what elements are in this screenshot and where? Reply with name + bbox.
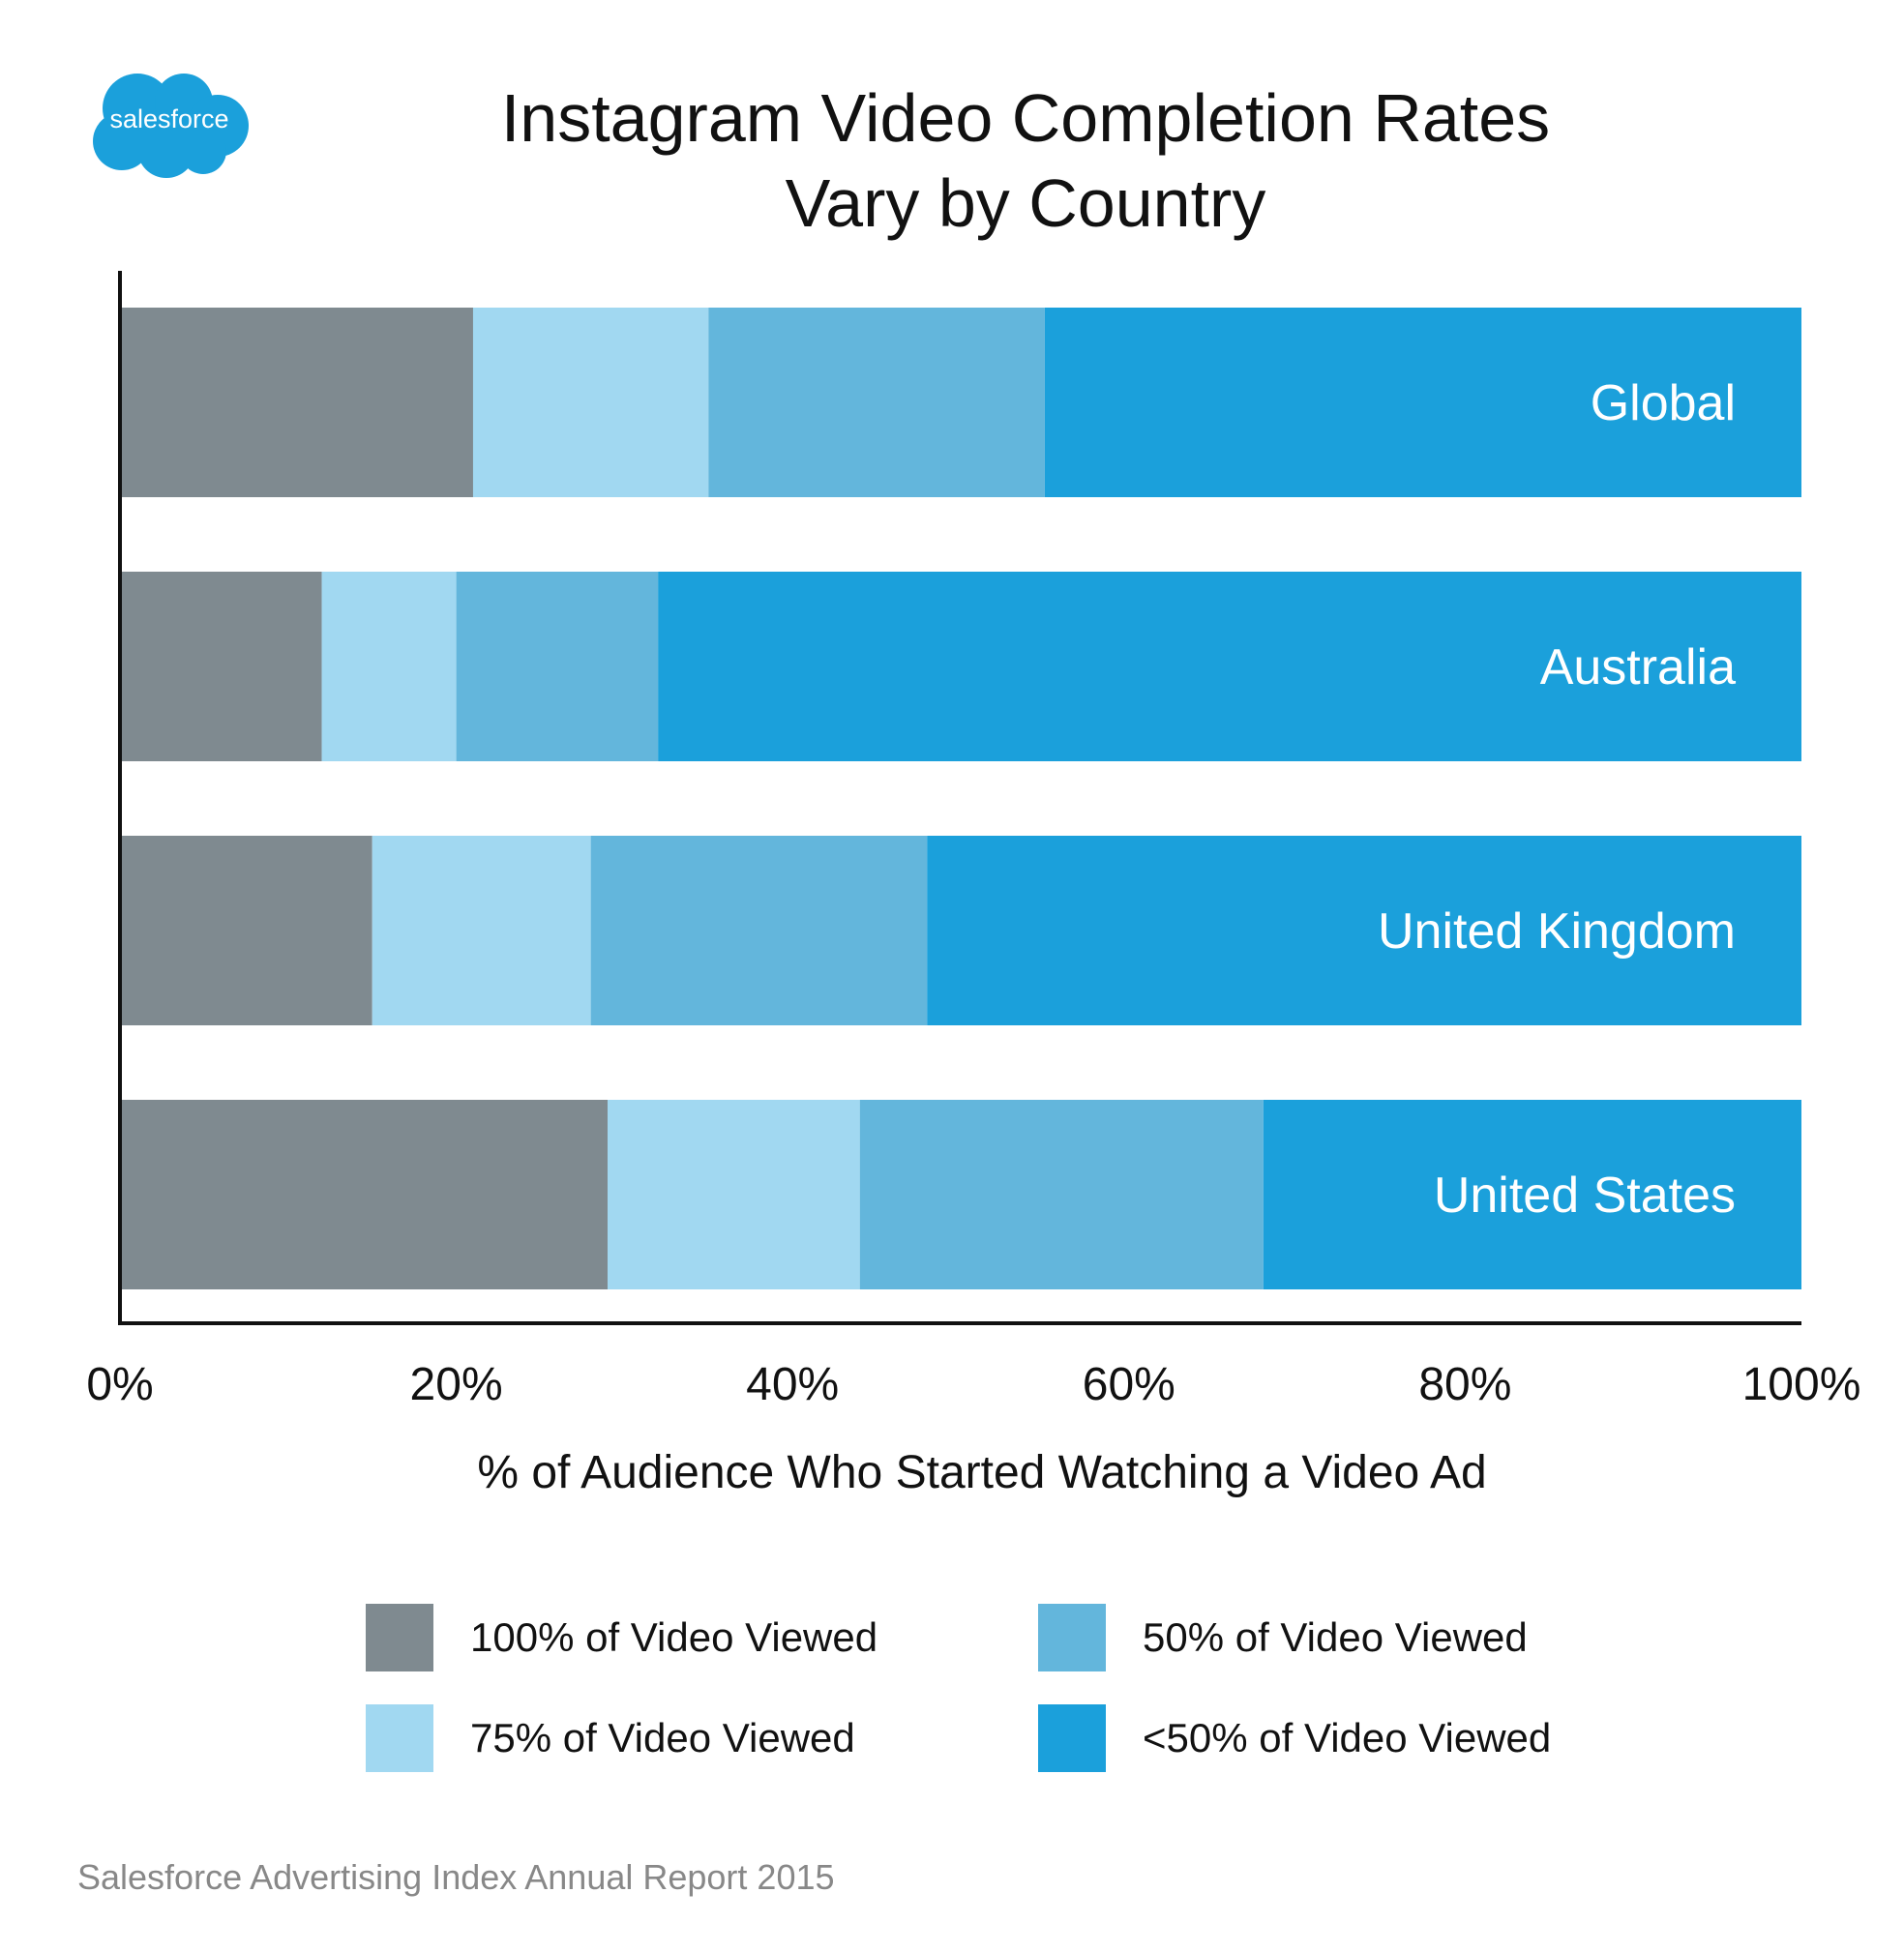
category-label: Australia	[1540, 639, 1736, 695]
legend-swatch	[366, 1604, 433, 1671]
x-tick-label: 40%	[746, 1359, 839, 1410]
bar-australia-series-1	[120, 572, 322, 761]
bar-australia-series-3	[456, 572, 659, 761]
bar-united-states-series-1	[120, 1100, 609, 1289]
legend-item: 75% of Video Viewed	[366, 1704, 855, 1772]
legend-swatch	[1038, 1704, 1106, 1772]
bar-global-series-4	[1044, 308, 1801, 497]
legend-label: <50% of Video Viewed	[1143, 1715, 1552, 1760]
legend-label: 75% of Video Viewed	[470, 1715, 855, 1760]
chart-title: Instagram Video Completion Rates Vary by…	[290, 75, 1761, 246]
category-label: Global	[1591, 375, 1736, 431]
salesforce-logo: salesforce	[87, 66, 252, 182]
bar-united-states-series-4	[1263, 1100, 1801, 1289]
legend-item: 100% of Video Viewed	[366, 1604, 878, 1671]
bar-australia-series-4	[658, 572, 1802, 761]
bar-united-kingdom-series-3	[590, 836, 928, 1025]
x-tick-label: 80%	[1418, 1359, 1511, 1410]
chart-plot: Global Australia United Kingdom United Stat…	[86, 271, 1861, 1410]
cloud-icon	[93, 74, 249, 178]
x-tick-label: 60%	[1083, 1359, 1175, 1410]
bar-united-states-series-2	[608, 1100, 860, 1289]
chart-title-line-2: Vary by Country	[785, 165, 1266, 241]
bar-australia-series-2	[321, 572, 457, 761]
legend-swatch	[1038, 1604, 1106, 1671]
x-tick-label: 100%	[1742, 1359, 1861, 1410]
chart-title-line-1: Instagram Video Completion Rates	[500, 80, 1551, 156]
x-tick-label: 20%	[410, 1359, 503, 1410]
source-note: Salesforce Advertising Index Annual Repo…	[77, 1857, 835, 1897]
legend-item: 50% of Video Viewed	[1038, 1604, 1528, 1671]
bar-global-series-3	[708, 308, 1045, 497]
bar-united-kingdom-series-2	[372, 836, 591, 1025]
bar-united-kingdom-series-4	[927, 836, 1801, 1025]
x-axis-label: % of Audience Who Started Watching a Vid…	[477, 1447, 1487, 1498]
bar-united-kingdom-series-1	[120, 836, 372, 1025]
bar-global-series-1	[120, 308, 473, 497]
x-tick-label: 0%	[86, 1359, 153, 1410]
legend-label: 50% of Video Viewed	[1143, 1614, 1528, 1660]
bar-united-states-series-3	[859, 1100, 1264, 1289]
category-label: United Kingdom	[1378, 903, 1736, 960]
legend-label: 100% of Video Viewed	[470, 1614, 878, 1660]
category-label: United States	[1434, 1168, 1736, 1224]
legend-item: <50% of Video Viewed	[1038, 1704, 1551, 1772]
legend-swatch	[366, 1704, 433, 1772]
chart-legend: 100% of Video Viewed 75% of Video Viewed 5…	[366, 1604, 1623, 1778]
logo-text: salesforce	[109, 104, 229, 133]
bar-global-series-2	[472, 308, 709, 497]
